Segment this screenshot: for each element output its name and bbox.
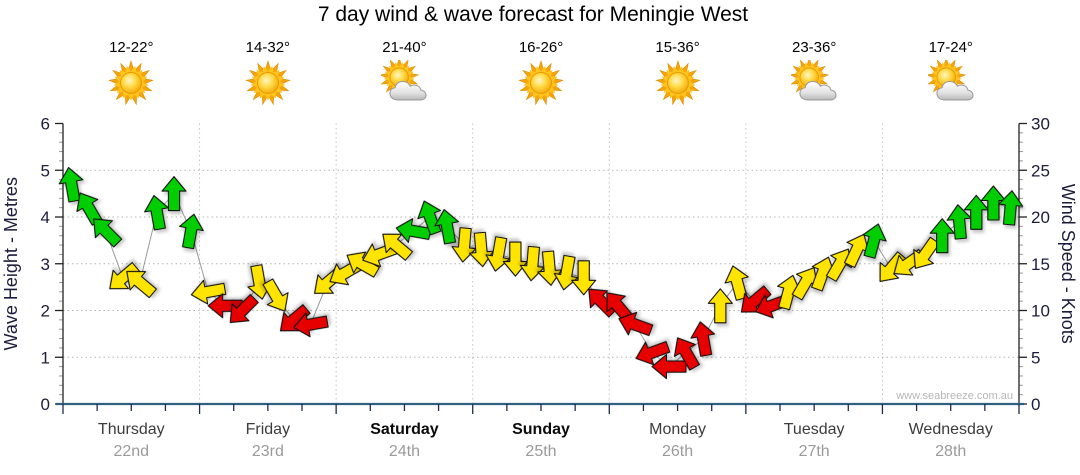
x-axis-date-label: 28th	[935, 443, 966, 460]
x-axis-date-label: 24th	[389, 443, 420, 460]
page-title: 7 day wind & wave forecast for Meningie …	[317, 3, 749, 26]
wind-arrow	[724, 265, 749, 301]
wind-arrow	[144, 195, 169, 231]
weather-icon	[108, 59, 155, 106]
wind-arrow	[190, 279, 227, 305]
wind-arrow	[179, 213, 204, 250]
weather-icon-partly-cloudy	[925, 56, 974, 101]
weather-icon-sunny	[108, 59, 155, 106]
wind-arrow	[673, 337, 700, 371]
wave-axis-tick-label: 2	[41, 302, 50, 321]
wind-arrow	[913, 236, 940, 269]
day-summary: 21-40°	[336, 38, 473, 106]
wind-arrow	[690, 321, 716, 357]
wind-axis-tick-label: 30	[1031, 115, 1050, 134]
wind-arrow	[651, 354, 687, 380]
wind-arrow	[58, 167, 84, 203]
wind-arrow	[825, 248, 852, 282]
temp-range: 23-36°	[791, 39, 837, 56]
weather-icon	[789, 56, 837, 106]
wind-arrow	[262, 278, 289, 312]
x-axis-day-label: Wednesday	[909, 421, 993, 438]
wind-axis-title: Wind Speed - Knots	[1058, 184, 1078, 344]
x-axis-date-label: 25th	[525, 443, 556, 460]
temp-range: 17-24°	[928, 39, 973, 56]
weather-icon	[925, 56, 974, 106]
x-axis-date-label: 22nd	[113, 443, 149, 460]
wind-arrow	[93, 218, 123, 248]
weather-icon-sunny	[245, 59, 291, 106]
weather-icon	[379, 56, 428, 106]
weather-icon	[654, 59, 701, 106]
wind-arrow	[707, 288, 733, 324]
x-axis-day-label: Thursday	[98, 421, 165, 438]
wind-arrow	[946, 204, 972, 240]
wind-axis-tick-label: 25	[1031, 161, 1050, 180]
wave-axis-tick-label: 3	[41, 255, 50, 274]
wave-axis-tick-label: 6	[41, 115, 50, 134]
x-axis-day-label: Monday	[649, 421, 706, 438]
wave-axis-tick-label: 0	[41, 395, 50, 414]
wind-arrow	[382, 233, 414, 261]
wind-arrow	[998, 190, 1024, 226]
wind-axis-tick-label: 10	[1031, 302, 1050, 321]
x-axis-date-label: 26th	[662, 443, 693, 460]
temp-range: 21-40°	[382, 39, 427, 56]
weather-icon-sunny	[654, 59, 701, 106]
wave-axis-tick-label: 5	[41, 161, 50, 180]
wind-arrow	[434, 209, 460, 245]
wind-axis-tick-label: 0	[1031, 395, 1040, 414]
wind-axis-tick-label: 15	[1031, 255, 1050, 274]
temp-range: 16-26°	[518, 39, 564, 56]
wind-arrow	[618, 311, 654, 337]
wind-arrow	[109, 262, 140, 290]
wave-axis-title: Wave Height - Metres	[1, 177, 21, 350]
x-axis-day-label: Saturday	[370, 421, 439, 438]
wind-arrow-series	[58, 167, 1024, 380]
weather-icon-partly-cloudy	[789, 56, 837, 101]
daily-summary-header: 12-22° 14-32° 21-40° 16-26° 15-36° 23-36…	[63, 38, 1019, 106]
x-axis-date-label: 27th	[799, 443, 830, 460]
wind-arrow	[588, 288, 618, 318]
x-axis-date-label: 23rd	[252, 443, 284, 460]
temp-range: 14-32°	[245, 39, 291, 56]
day-summary: 23-36°	[746, 38, 883, 106]
day-summary: 15-36°	[609, 38, 746, 106]
wind-arrow	[862, 223, 887, 259]
wave-axis-tick-label: 1	[41, 348, 50, 367]
weather-icon-partly-cloudy	[379, 56, 428, 101]
x-axis-day-label: Friday	[246, 421, 290, 438]
weather-icon-sunny	[518, 59, 564, 106]
day-summary: 16-26°	[473, 38, 610, 106]
temp-range: 15-36°	[655, 39, 700, 56]
wind-arrow	[963, 194, 989, 230]
wind-axis-tick-label: 20	[1031, 208, 1050, 227]
wind-arrow	[346, 251, 380, 278]
day-summary: 12-22°	[63, 38, 200, 106]
watermark: www.seabreeze.com.au	[895, 390, 1013, 402]
wind-arrow	[229, 293, 259, 324]
wind-arrow	[417, 200, 442, 236]
weather-icon	[245, 59, 291, 106]
wind-arrow	[126, 270, 157, 299]
wind-axis-tick-label: 5	[1031, 348, 1040, 367]
wave-axis-tick-label: 4	[41, 208, 50, 227]
wind-arrow	[929, 218, 955, 254]
day-summary: 17-24°	[882, 38, 1019, 106]
wind-arrow	[635, 340, 671, 366]
wind-arrow	[293, 312, 329, 338]
temp-range: 12-22°	[109, 39, 154, 56]
wind-arrow	[571, 260, 597, 296]
wind-arrow	[161, 176, 187, 212]
x-axis-day-label: Sunday	[512, 421, 570, 438]
weather-icon	[518, 59, 564, 106]
x-axis-day-label: Tuesday	[784, 421, 845, 438]
day-summary: 14-32°	[200, 38, 337, 106]
